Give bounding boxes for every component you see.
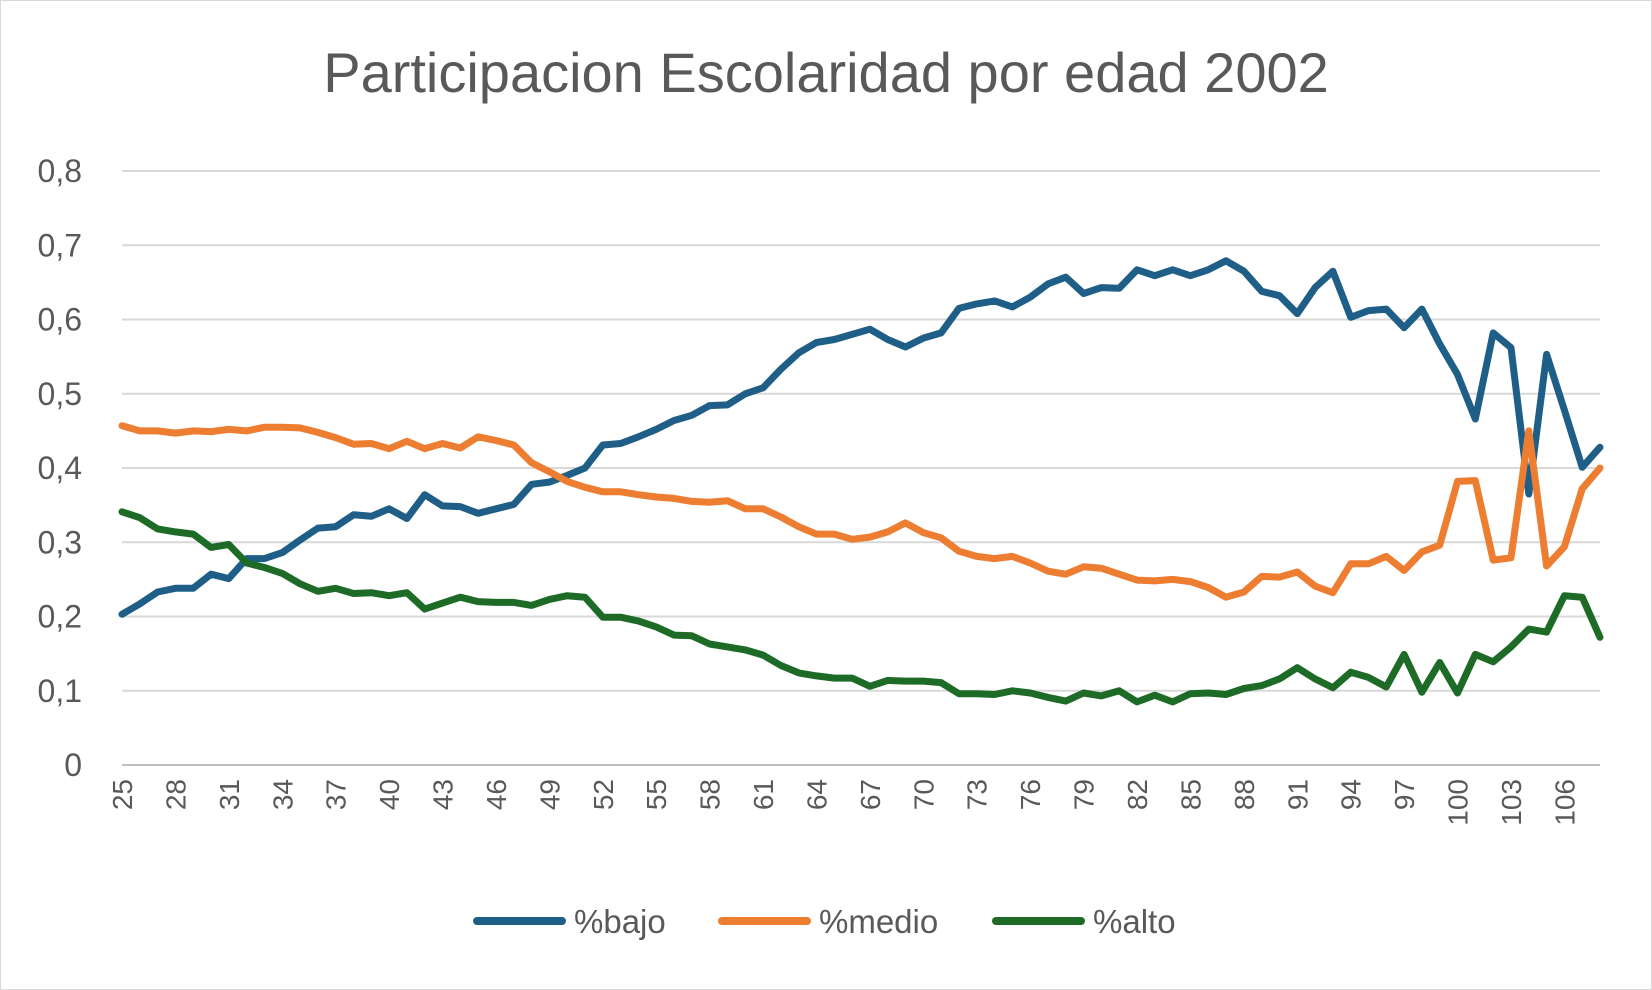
x-tick-label: 94	[1336, 779, 1367, 810]
legend-label: %alto	[1093, 903, 1176, 940]
x-tick-label: 37	[321, 779, 352, 810]
y-tick-label: 0,1	[38, 673, 82, 709]
x-tick-label: 55	[641, 779, 672, 810]
x-tick-label: 25	[107, 779, 138, 810]
legend-label: %bajo	[574, 903, 666, 940]
x-tick-label: 49	[534, 779, 565, 810]
y-tick-label: 0,3	[38, 524, 82, 560]
y-tick-label: 0,5	[38, 376, 82, 412]
y-tick-label: 0	[64, 747, 82, 783]
y-tick-label: 0,4	[38, 450, 82, 486]
series-lines	[118, 257, 1604, 706]
x-tick-label: 82	[1122, 779, 1153, 810]
x-tick-label: 73	[962, 779, 993, 810]
chart-title: Participacion Escolaridad por edad 2002	[323, 41, 1329, 104]
x-tick-label: 64	[801, 779, 832, 810]
x-tick-label: 46	[481, 779, 512, 810]
x-tick-label: 67	[855, 779, 886, 810]
x-axis-ticks: 25 28 31 34 37 40 43 46 49 52 55 58 61 64 67 70 73 76 79 82…	[107, 779, 1580, 826]
x-tick-label: 97	[1389, 779, 1420, 810]
x-tick-label: 79	[1069, 779, 1100, 810]
x-tick-label: 88	[1229, 779, 1260, 810]
x-tick-label: 100	[1443, 779, 1474, 826]
x-tick-label: 106	[1549, 779, 1580, 826]
y-tick-label: 0,8	[38, 153, 82, 189]
series-line-bajo	[118, 257, 1604, 618]
series-line-alto	[118, 508, 1604, 706]
x-tick-label: 58	[695, 779, 726, 810]
x-tick-label: 91	[1282, 779, 1313, 810]
x-tick-label: 31	[214, 779, 245, 810]
x-tick-label: 28	[160, 779, 191, 810]
y-tick-label: 0,2	[38, 599, 82, 635]
y-tick-label: 0,6	[38, 302, 82, 338]
x-tick-label: 85	[1175, 779, 1206, 810]
series-line-medio	[118, 422, 1604, 601]
legend-label: %medio	[819, 903, 938, 940]
x-tick-label: 34	[267, 779, 298, 810]
x-tick-label: 70	[908, 779, 939, 810]
gridlines	[122, 170, 1600, 766]
x-tick-label: 43	[428, 779, 459, 810]
y-tick-label: 0,7	[38, 227, 82, 263]
x-tick-label: 76	[1015, 779, 1046, 810]
x-tick-label: 103	[1496, 779, 1527, 826]
x-tick-label: 61	[748, 779, 779, 810]
y-axis-ticks: 0 0,1 0,2 0,3 0,4 0,5 0,6 0,7 0,8	[38, 153, 82, 783]
x-tick-label: 52	[588, 779, 619, 810]
x-tick-label: 40	[374, 779, 405, 810]
legend: %bajo %medio %alto	[473, 903, 1176, 940]
